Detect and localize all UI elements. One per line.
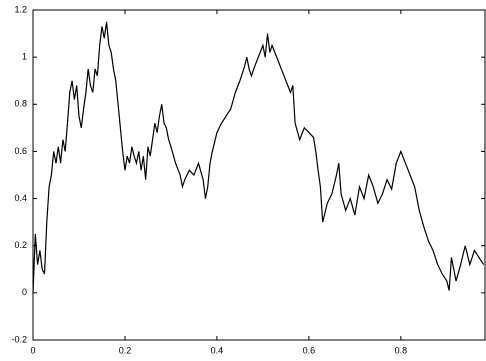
x-tick-label: 0.8 <box>395 345 408 355</box>
plot-frame <box>32 9 486 341</box>
y-tick-label: 0.4 <box>14 193 27 203</box>
y-tick-label: 0.6 <box>14 146 27 156</box>
x-tick-label: 0.6 <box>303 345 316 355</box>
y-tick-label: 1.2 <box>14 4 27 14</box>
x-tick-label: 0.2 <box>119 345 132 355</box>
y-tick-label: 1 <box>22 52 27 62</box>
y-tick-label: 0.8 <box>14 99 27 109</box>
y-tick-label: -0.2 <box>11 334 27 344</box>
y-tick-label: 0 <box>22 287 27 297</box>
y-tick-label: 0.2 <box>14 240 27 250</box>
data-line <box>32 21 485 293</box>
x-tick-label: 0 <box>30 345 35 355</box>
x-tick-label: 0.4 <box>211 345 224 355</box>
